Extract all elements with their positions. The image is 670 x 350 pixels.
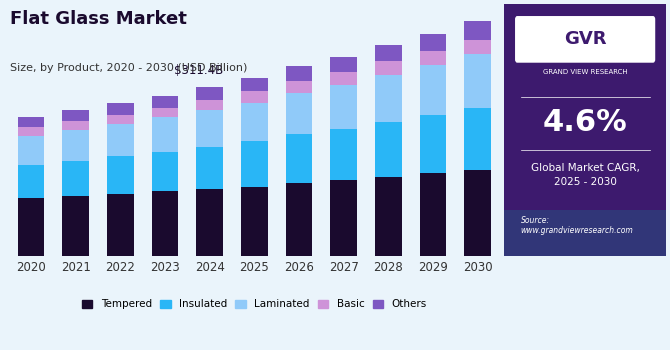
Bar <box>17 135 44 165</box>
Bar <box>285 66 312 81</box>
Text: Size, by Product, 2020 - 2030 (USD Billion): Size, by Product, 2020 - 2030 (USD Billi… <box>10 63 247 73</box>
Bar <box>17 117 44 127</box>
Bar <box>419 34 446 51</box>
Bar <box>330 128 357 180</box>
Bar <box>62 130 89 161</box>
Bar <box>107 114 134 124</box>
Bar <box>330 84 357 128</box>
Text: Source:
www.grandviewresearch.com: Source: www.grandviewresearch.com <box>521 216 633 235</box>
Bar <box>17 165 44 198</box>
Bar <box>196 147 223 189</box>
Bar <box>241 77 268 91</box>
Bar <box>151 117 178 152</box>
Bar <box>107 156 134 194</box>
Bar <box>62 121 89 130</box>
Bar <box>17 127 44 135</box>
Bar <box>419 65 446 114</box>
Text: Global Market CAGR,
2025 - 2030: Global Market CAGR, 2025 - 2030 <box>531 163 640 187</box>
Bar <box>464 107 491 170</box>
Bar <box>464 40 491 55</box>
Bar <box>62 110 89 121</box>
Text: Flat Glass Market: Flat Glass Market <box>10 10 187 28</box>
Bar <box>375 45 402 62</box>
Bar <box>464 170 491 256</box>
Text: 4.6%: 4.6% <box>543 108 628 137</box>
Bar <box>62 196 89 256</box>
Bar <box>419 114 446 173</box>
Bar <box>419 51 446 65</box>
Bar <box>375 121 402 177</box>
Bar <box>107 103 134 114</box>
Bar <box>464 21 491 40</box>
Bar <box>62 161 89 196</box>
Text: GVR: GVR <box>564 30 606 48</box>
Bar <box>285 134 312 183</box>
Bar <box>107 124 134 156</box>
Bar <box>151 191 178 256</box>
Bar <box>151 96 178 107</box>
Text: $311.4B: $311.4B <box>174 64 223 77</box>
Bar <box>375 177 402 256</box>
Bar <box>330 72 357 84</box>
FancyBboxPatch shape <box>516 17 655 62</box>
Bar <box>464 55 491 107</box>
Bar <box>241 141 268 187</box>
Bar <box>17 198 44 256</box>
Bar <box>419 173 446 256</box>
Bar <box>375 62 402 75</box>
Bar <box>196 189 223 256</box>
Bar <box>285 81 312 93</box>
Bar <box>196 110 223 147</box>
Bar <box>375 75 402 121</box>
Bar <box>241 103 268 141</box>
Bar <box>151 107 178 117</box>
Bar <box>241 187 268 256</box>
Bar <box>196 87 223 100</box>
Legend: Tempered, Insulated, Laminated, Basic, Others: Tempered, Insulated, Laminated, Basic, O… <box>78 295 431 313</box>
Bar <box>285 93 312 134</box>
Bar <box>107 194 134 256</box>
Bar <box>151 152 178 191</box>
Text: GRAND VIEW RESEARCH: GRAND VIEW RESEARCH <box>543 69 627 75</box>
Bar <box>330 180 357 256</box>
Bar <box>505 210 666 256</box>
Bar <box>285 183 312 256</box>
Bar <box>196 100 223 110</box>
Bar <box>241 91 268 103</box>
Bar <box>330 57 357 72</box>
